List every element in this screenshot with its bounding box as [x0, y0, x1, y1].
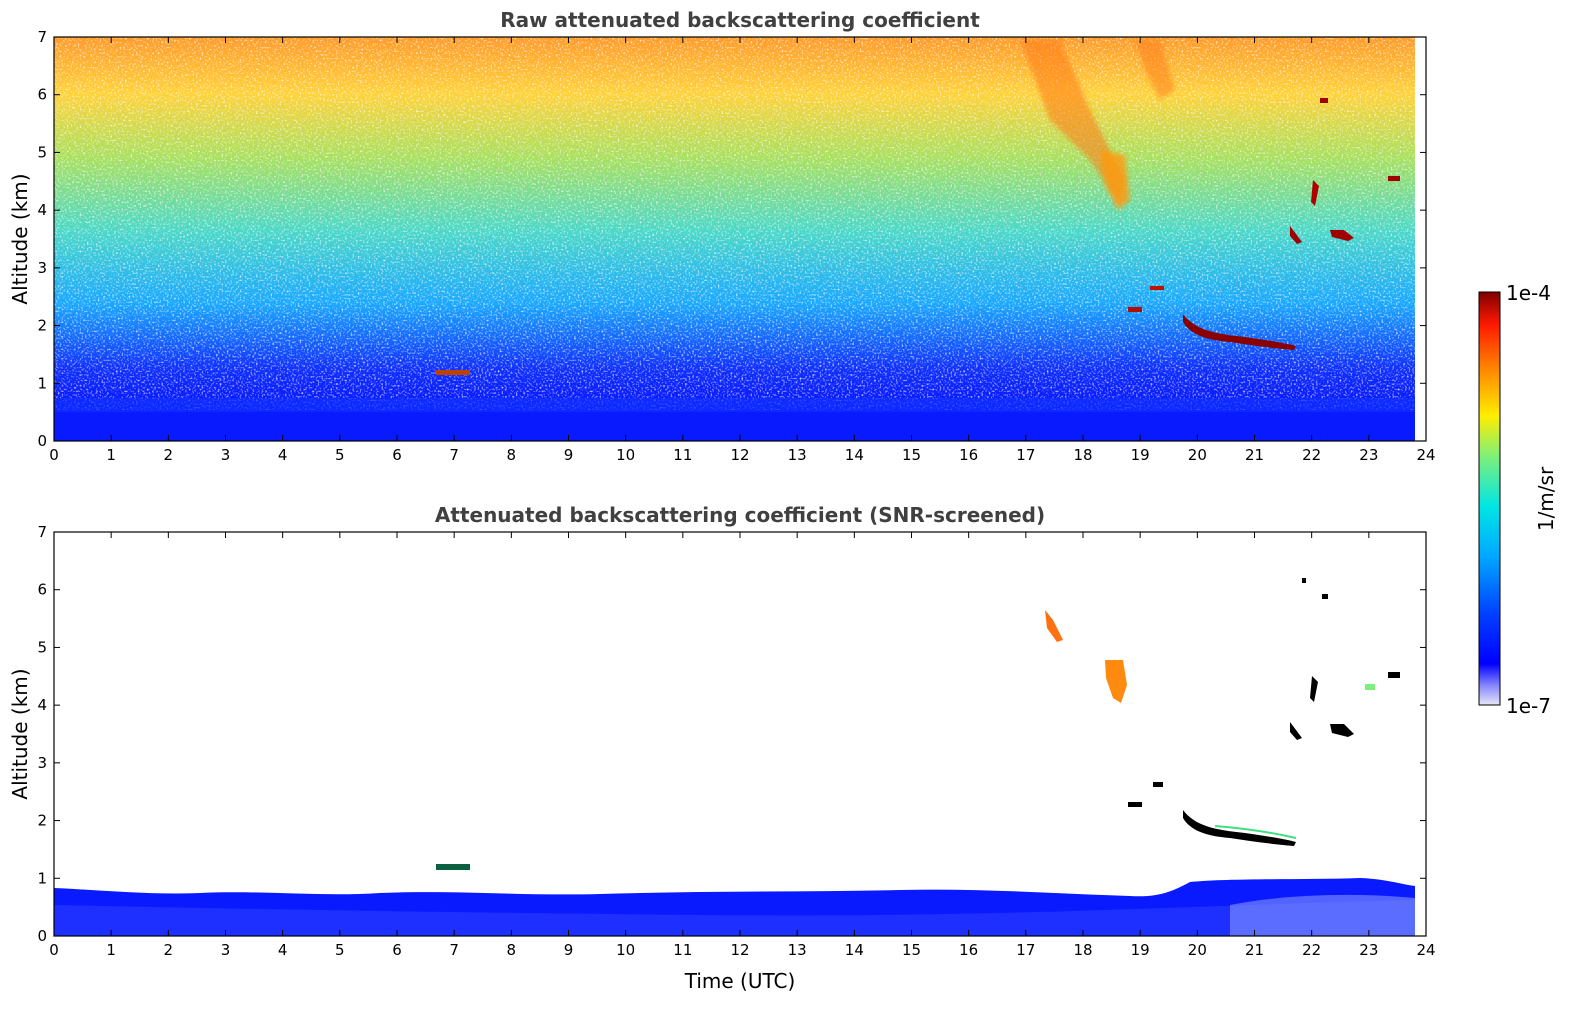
- panel1-title: Raw attenuated backscattering coefficien…: [500, 8, 980, 32]
- x-tick-label: 21: [1245, 446, 1264, 464]
- y-tick-label: 2: [37, 317, 47, 335]
- y-tick-label: 4: [37, 201, 47, 219]
- panel1-ylabel: Altitude (km): [8, 173, 32, 304]
- panel2-virga: [1105, 660, 1127, 703]
- panel2-axes: 0 1 2 3 4 5 6 7 8 9 10 11 12 13 14 15 16 17 18 19 20 21 22 23 24…: [37, 523, 1435, 959]
- x-tick-label: 9: [564, 446, 574, 464]
- panel1-features: [1020, 40, 1175, 210]
- panel2-ylabel: Altitude (km): [8, 668, 32, 799]
- panel2-heatmap: [54, 578, 1415, 936]
- panel2-title: Attenuated backscattering coefficient (S…: [435, 503, 1045, 527]
- y-tick-label: 3: [37, 754, 47, 772]
- x-tick-label: 5: [335, 446, 345, 464]
- panel1-small-cloud: [436, 370, 470, 375]
- x-tick-label: 14: [845, 446, 864, 464]
- x-tick-label: 0: [49, 446, 59, 464]
- panel1-heatmap: [54, 37, 1415, 441]
- x-tick-label: 24: [1416, 941, 1435, 959]
- panel1-axes: 0 1 2 3 4 5 6 7 8 9 10 11 12 13 14 15 16 17 18 19 20 21 22 23 24…: [37, 28, 1435, 464]
- y-tick-label: 1: [37, 374, 47, 392]
- x-tick-label: 3: [221, 446, 231, 464]
- x-tick-label: 22: [1302, 941, 1321, 959]
- panel1-cloud-layer: [1183, 314, 1296, 350]
- x-tick-label: 18: [1073, 446, 1092, 464]
- x-tick-label: 2: [164, 446, 174, 464]
- x-tick-label: 12: [730, 446, 749, 464]
- panel1-fall-streak: [1020, 40, 1125, 205]
- x-tick-label: 1: [106, 941, 116, 959]
- x-tick-label: 4: [278, 446, 288, 464]
- y-tick-label: 5: [37, 143, 47, 161]
- x-tick-label: 1: [106, 446, 116, 464]
- x-tick-label: 17: [1016, 941, 1035, 959]
- x-tick-label: 10: [616, 446, 635, 464]
- x-tick-label: 6: [392, 446, 402, 464]
- x-tick-label: 13: [788, 446, 807, 464]
- y-tick-label: 3: [37, 259, 47, 277]
- x-tick-label: 16: [959, 941, 978, 959]
- x-tick-label: 20: [1188, 446, 1207, 464]
- x-tick-label: 8: [507, 941, 517, 959]
- panel2-xlabel: Time (UTC): [684, 969, 796, 993]
- x-tick-label: 7: [449, 941, 459, 959]
- y-tick-label: 0: [37, 927, 47, 945]
- y-tick-label: 5: [37, 638, 47, 656]
- x-tick-label: 19: [1131, 941, 1150, 959]
- x-tick-label: 5: [335, 941, 345, 959]
- x-tick-label: 20: [1188, 941, 1207, 959]
- x-tick-label: 6: [392, 941, 402, 959]
- x-tick-label: 21: [1245, 941, 1264, 959]
- x-tick-label: 2: [164, 941, 174, 959]
- x-tick-label: 23: [1359, 446, 1378, 464]
- colorbar: [1478, 291, 1501, 706]
- panel1-noise: [54, 37, 1415, 441]
- panel1-cloud-patch: [1290, 226, 1302, 244]
- y-tick-label: 6: [37, 581, 47, 599]
- x-tick-label: 11: [673, 446, 692, 464]
- x-tick-label: 12: [730, 941, 749, 959]
- x-tick-label: 17: [1016, 446, 1035, 464]
- x-tick-label: 13: [788, 941, 807, 959]
- x-tick-label: 7: [449, 446, 459, 464]
- x-tick-label: 15: [902, 941, 921, 959]
- panel2-virga-upper: [1045, 610, 1063, 642]
- panel2-cloud-layer: [1183, 810, 1296, 846]
- x-tick-label: 10: [616, 941, 635, 959]
- panel2-small-cloud: [436, 864, 470, 870]
- x-tick-label: 14: [845, 941, 864, 959]
- y-tick-label: 7: [37, 28, 47, 46]
- x-tick-label: 3: [221, 941, 231, 959]
- x-tick-label: 9: [564, 941, 574, 959]
- y-tick-label: 1: [37, 869, 47, 887]
- x-tick-label: 11: [673, 941, 692, 959]
- colorbar-min-label: 1e-7: [1506, 694, 1551, 718]
- x-tick-label: 19: [1131, 446, 1150, 464]
- x-tick-label: 24: [1416, 446, 1435, 464]
- x-tick-label: 0: [49, 941, 59, 959]
- y-tick-label: 2: [37, 812, 47, 830]
- x-tick-label: 8: [507, 446, 517, 464]
- panel1-boundary-layer: [54, 410, 1415, 441]
- x-tick-label: 18: [1073, 941, 1092, 959]
- y-tick-label: 4: [37, 696, 47, 714]
- x-tick-label: 23: [1359, 941, 1378, 959]
- y-tick-label: 6: [37, 86, 47, 104]
- colorbar-unit-label: 1/m/sr: [1534, 466, 1558, 531]
- x-tick-label: 4: [278, 941, 288, 959]
- x-tick-label: 15: [902, 446, 921, 464]
- y-tick-label: 0: [37, 432, 47, 450]
- panel2-frame: [53, 531, 1427, 937]
- x-tick-label: 22: [1302, 446, 1321, 464]
- colorbar-max-label: 1e-4: [1506, 281, 1551, 305]
- y-tick-label: 7: [37, 523, 47, 541]
- x-tick-label: 16: [959, 446, 978, 464]
